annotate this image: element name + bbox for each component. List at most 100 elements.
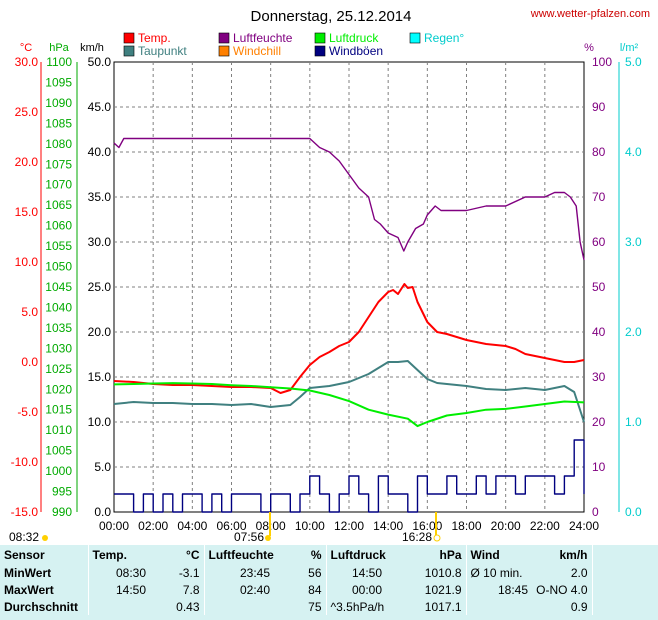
pressure-tick-label: 1045 — [45, 280, 72, 294]
pressure-tick-label: 1035 — [45, 321, 72, 335]
temp-tick-label: 15.0 — [15, 205, 39, 219]
temp-tick-label: 5.0 — [21, 305, 38, 319]
sunset-time: 16:28 — [402, 530, 432, 544]
pressure-tick-label: 1090 — [45, 96, 72, 110]
wind-tick-label: 15.0 — [88, 370, 112, 384]
stats-cell: Durchschnitt — [0, 598, 88, 615]
stats-cell: 0.9 — [532, 598, 592, 615]
time-tick-label: 14:00 — [373, 519, 403, 533]
stats-blank — [592, 598, 658, 615]
stats-cell: 23:45 — [204, 564, 274, 581]
legend-swatch — [124, 33, 134, 43]
wind-tick-label: 0.0 — [94, 505, 111, 519]
temp-tick-label: -15.0 — [11, 505, 39, 519]
stats-header: °C — [150, 545, 204, 564]
legend-swatch — [219, 33, 229, 43]
time-tick-label: 10:00 — [295, 519, 325, 533]
temp-tick-label: -5.0 — [17, 405, 38, 419]
legend-label: Windböen — [329, 44, 383, 58]
stats-row-max: MaxWert 14:50 7.8 02:40 84 00:00 1021.9 … — [0, 581, 658, 598]
stats-cell: 00:00 — [326, 581, 386, 598]
rain-axis-unit: l/m² — [620, 42, 639, 54]
pressure-tick-label: 1085 — [45, 116, 72, 130]
temp-tick-label: 0.0 — [21, 355, 38, 369]
chart-title: Donnerstag, 25.12.2014 — [251, 8, 412, 25]
humidity-tick-label: 0 — [592, 505, 599, 519]
stats-cell: 84 — [274, 581, 326, 598]
pressure-tick-label: 1080 — [45, 137, 72, 151]
stats-cell: 08:30 — [88, 564, 150, 581]
stats-cell: 75 — [274, 598, 326, 615]
stats-cell: 18:45 — [466, 581, 532, 598]
moon-icon — [434, 535, 440, 541]
stats-cell: Ø 10 min. — [466, 564, 532, 581]
stats-row-avg: Durchschnitt 0.43 75 ^3.5hPa/h 1017.1 0.… — [0, 598, 658, 615]
temp-tick-label: -10.0 — [11, 455, 39, 469]
time-tick-label: 02:00 — [138, 519, 168, 533]
pressure-tick-label: 1100 — [46, 55, 72, 69]
rain-tick-label: 0.0 — [625, 505, 642, 519]
wind-tick-label: 40.0 — [88, 145, 112, 159]
wind-tick-label: 5.0 — [94, 460, 111, 474]
wind-tick-label: 25.0 — [88, 280, 112, 294]
pressure-tick-label: 995 — [52, 485, 72, 499]
stats-cell: 1017.1 — [386, 598, 466, 615]
stats-table: Sensor Temp. °C Luftfeuchte % Luftdruck … — [0, 545, 658, 620]
humidity-tick-label: 40 — [592, 325, 606, 339]
stats-cell: 7.8 — [150, 581, 204, 598]
pressure-tick-label: 1095 — [45, 75, 72, 89]
pressure-tick-label: 1010 — [45, 423, 72, 437]
legend-label: Regen° — [424, 31, 464, 45]
sunrise-time: 08:32 — [9, 530, 39, 544]
stats-cell: 02:40 — [204, 581, 274, 598]
stats-cell: 1010.8 — [386, 564, 466, 581]
stats-cell: -3.1 — [150, 564, 204, 581]
pressure-tick-label: 1025 — [45, 362, 72, 376]
wind-tick-label: 45.0 — [88, 100, 112, 114]
stats-header: Luftdruck — [326, 545, 386, 564]
legend-label: Taupunkt — [138, 44, 187, 58]
stats-cell: 56 — [274, 564, 326, 581]
temp-axis-unit: °C — [20, 42, 32, 54]
legend-swatch — [410, 33, 420, 43]
legend-swatch — [219, 46, 229, 56]
legend-label: Luftfeuchte — [233, 31, 293, 45]
stats-cell: MinWert — [0, 564, 88, 581]
stats-cell — [88, 598, 150, 615]
stats-cell: 2.0 — [532, 564, 592, 581]
time-tick-label: 00:00 — [99, 519, 129, 533]
stats-blank — [592, 564, 658, 581]
time-tick-label: 12:00 — [334, 519, 364, 533]
humidity-tick-label: 80 — [592, 145, 606, 159]
stats-cell: ^3.5hPa/h — [326, 598, 386, 615]
stats-cell — [204, 598, 274, 615]
humidity-tick-label: 30 — [592, 370, 606, 384]
temp-tick-label: 10.0 — [15, 255, 39, 269]
time-tick-label: 04:00 — [177, 519, 207, 533]
stats-cell: 14:50 — [88, 581, 150, 598]
stats-row-min: MinWert 08:30 -3.1 23:45 56 14:50 1010.8… — [0, 564, 658, 581]
pressure-tick-label: 1005 — [45, 444, 72, 458]
site-url[interactable]: www.wetter-pfalzen.com — [530, 8, 650, 20]
stats-cell: MaxWert — [0, 581, 88, 598]
time-tick-label: 24:00 — [569, 519, 599, 533]
wind-tick-label: 20.0 — [88, 325, 112, 339]
sun-transit-icon — [265, 535, 271, 541]
humidity-tick-label: 70 — [592, 190, 606, 204]
stats-cell: 14:50 — [326, 564, 386, 581]
legend-label: Windchill — [233, 44, 281, 58]
wind-tick-label: 50.0 — [88, 55, 112, 69]
pressure-tick-label: 990 — [52, 505, 72, 519]
sun-icon — [42, 535, 48, 541]
stats-header: Luftfeuchte — [204, 545, 274, 564]
rain-tick-label: 1.0 — [625, 415, 642, 429]
stats-blank — [592, 545, 658, 564]
legend-label: Luftdruck — [329, 31, 379, 45]
stats-header: % — [274, 545, 326, 564]
legend-label: Temp. — [138, 31, 171, 45]
stats-cell: 1021.9 — [386, 581, 466, 598]
humidity-tick-label: 100 — [592, 55, 612, 69]
pressure-tick-label: 1065 — [45, 198, 72, 212]
pressure-tick-label: 1040 — [45, 300, 72, 314]
stats-cell — [466, 598, 532, 615]
